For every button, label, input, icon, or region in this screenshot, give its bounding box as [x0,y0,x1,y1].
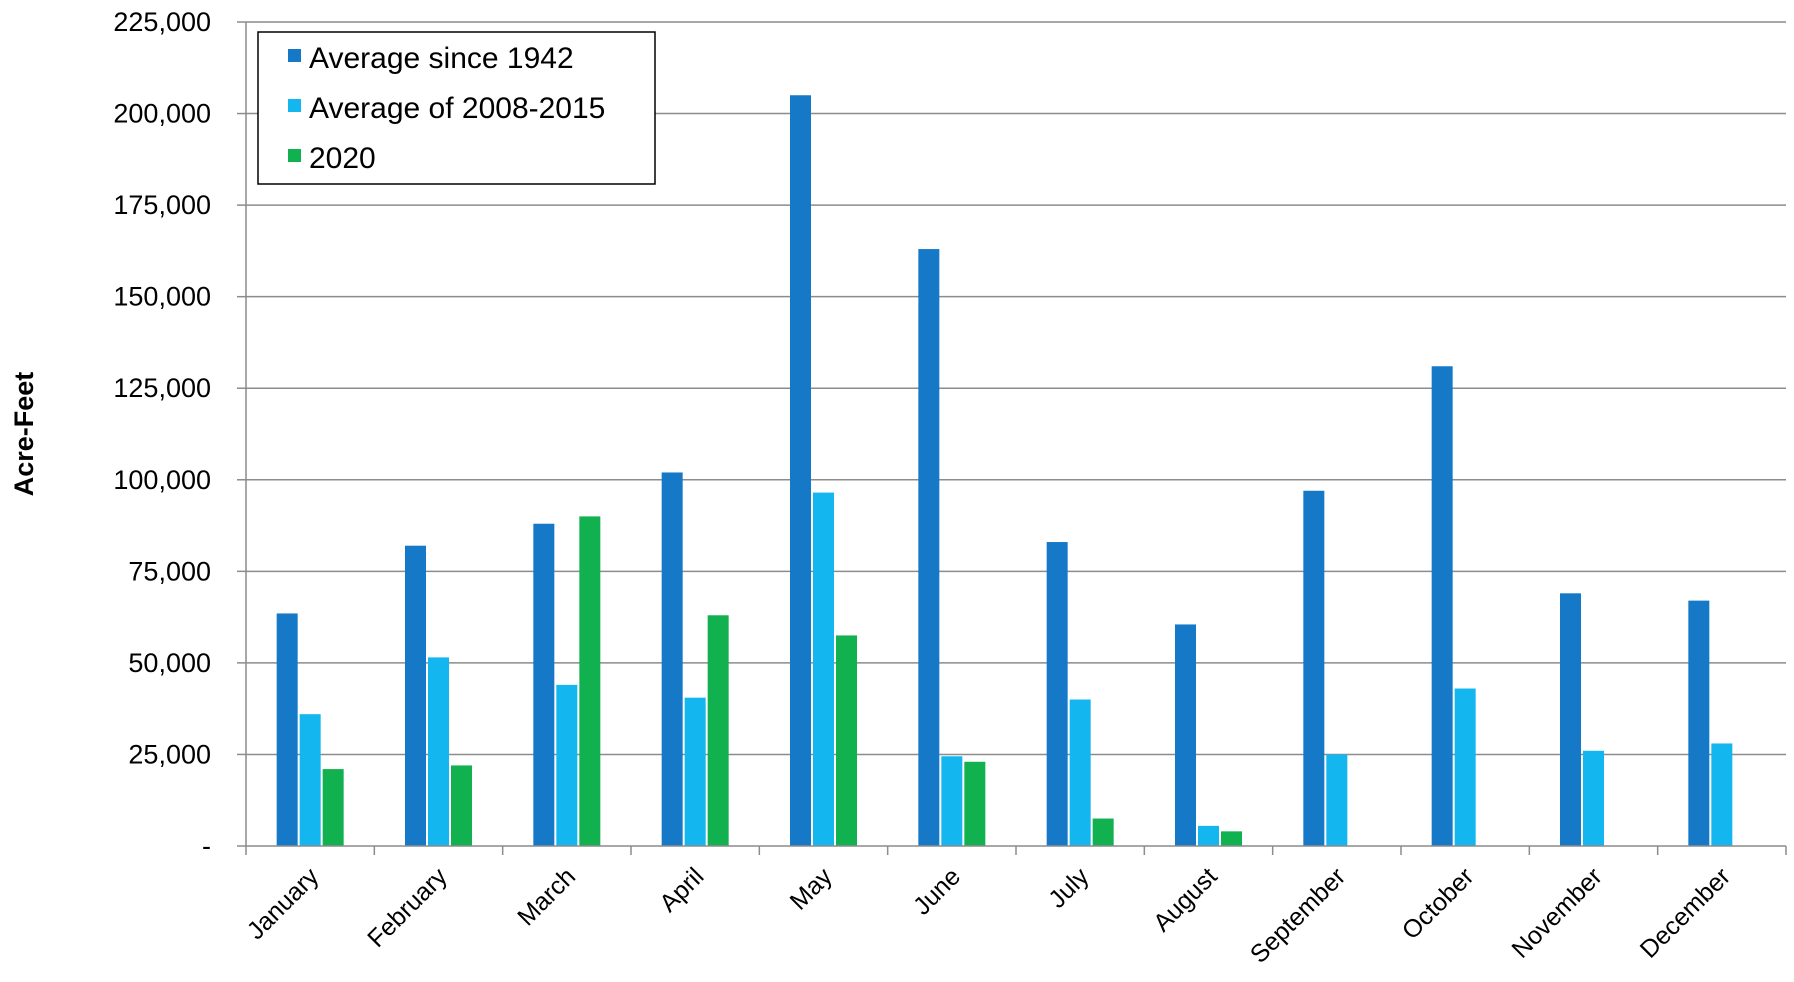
bar-2020-june [964,761,986,846]
bar-2020-august [1221,831,1242,846]
y-tick-label: 150,000 [113,282,211,312]
axes [237,21,1787,855]
x-tick-label: February [362,862,453,953]
legend-swatch [288,149,301,162]
bar-average-of-2008-2015-august [1198,825,1219,846]
bar-average-of-2008-2015-april [684,697,706,846]
bar-2020-march [579,516,601,846]
legend-swatch [288,99,301,112]
x-tick-label: October [1397,862,1480,945]
y-tick-label: 75,000 [128,556,211,586]
legend-box [257,31,656,185]
bar-2020-may [836,635,857,846]
bar-average-since-1942-april [661,472,683,846]
x-tick-label: January [242,862,325,945]
bar-average-since-1942-june [918,249,940,846]
legend-label: 2020 [309,142,376,175]
bar-average-of-2008-2015-september [1326,754,1348,846]
y-tick-label: 125,000 [113,373,211,403]
bar-average-of-2008-2015-may [813,492,834,846]
bar-average-since-1942-december [1688,600,1710,846]
y-tick-label: 200,000 [113,99,211,129]
y-tick-labels: - 25,000 50,000 75,000 100,000 125,000 150,000… [113,7,211,861]
y-tick-label: 25,000 [128,739,211,769]
bar-average-of-2008-2015-march [556,684,578,846]
legend-swatch [288,49,301,62]
y-tick-label: 50,000 [128,648,211,678]
bar-average-since-1942-january [276,613,298,846]
x-tick-label: March [512,862,581,931]
x-tick-label: April [654,862,709,917]
x-tick-label: November [1506,862,1607,963]
x-tick-label: September [1245,862,1351,968]
y-tick-label: 175,000 [113,190,211,220]
x-tick-label: May [785,862,839,916]
legend-label: Average of 2008-2015 [309,92,605,125]
bar-average-of-2008-2015-december [1711,743,1733,846]
bar-average-since-1942-july [1046,542,1068,846]
legend-label: Average since 1942 [309,42,574,75]
bar-average-since-1942-august [1175,624,1196,846]
bar-2020-february [451,765,472,846]
x-tick-label: August [1148,862,1223,937]
gridlines [246,21,1786,756]
bar-2020-january [322,769,344,846]
bar-average-since-1942-september [1303,490,1325,846]
bar-average-of-2008-2015-february [428,657,449,846]
bar-2020-april [707,615,729,846]
legend: Average since 1942 Average of 2008-2015 20… [257,31,656,185]
bars [276,95,1733,846]
x-tick-labels: January February March April May June July Augu… [242,862,1736,969]
bar-average-since-1942-march [533,523,555,846]
x-tick-label: December [1635,862,1736,963]
y-tick-label: 225,000 [113,7,211,37]
bar-average-of-2008-2015-october [1454,688,1476,846]
bar-average-of-2008-2015-july [1069,699,1091,846]
bar-average-of-2008-2015-january [299,714,321,846]
bar-average-since-1942-february [405,545,426,846]
y-tick-label: 100,000 [113,465,211,495]
x-tick-label: July [1043,862,1095,914]
bar-average-since-1942-may [790,95,811,846]
bar-average-of-2008-2015-november [1583,750,1604,846]
x-tick-label: June [908,862,966,920]
bar-average-of-2008-2015-june [941,756,963,846]
bar-average-since-1942-november [1560,593,1581,846]
y-axis-title: Acre-Feet [9,372,39,497]
y-tick-label: - [202,831,211,861]
bar-2020-july [1092,818,1114,846]
bar-average-since-1942-october [1431,366,1453,846]
